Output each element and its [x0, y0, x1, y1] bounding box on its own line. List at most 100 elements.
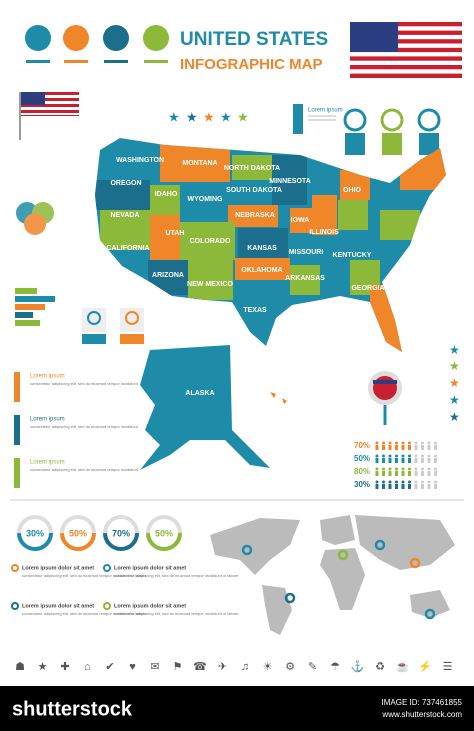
row-label: 50%	[354, 454, 370, 463]
person-head	[414, 480, 418, 484]
note-tab	[14, 372, 20, 402]
icon: ☎	[193, 661, 207, 673]
person-body	[434, 471, 437, 476]
note-title: Lorem ipsum dolor sit amet	[114, 603, 186, 609]
note-tab	[14, 458, 20, 488]
person-body	[427, 484, 431, 489]
note-text: consectetur adipiscing elit, sed do eius…	[22, 573, 147, 578]
person-head	[427, 480, 431, 484]
person-head	[388, 467, 392, 471]
person-body	[388, 484, 392, 489]
world-pins	[241, 539, 436, 620]
person-head	[382, 441, 385, 445]
icon: ✉	[150, 661, 159, 673]
person-body	[414, 471, 418, 476]
note-text: consectetur adipiscing elit, sed do eius…	[30, 467, 139, 472]
gauge-arc	[60, 515, 96, 551]
note-text: consectetur adipiscing elit, sed do eius…	[22, 611, 147, 616]
icon: ✎	[308, 661, 317, 673]
icon: ♻	[375, 661, 385, 673]
icon: ☀	[263, 661, 273, 673]
svg-text:★: ★	[220, 109, 232, 124]
note-dot	[11, 564, 19, 572]
icon: ✈	[218, 661, 227, 673]
state-label: OHIO	[343, 187, 361, 194]
svg-text:★: ★	[449, 343, 460, 357]
info-title: Lorem ipsum	[308, 108, 343, 114]
icon: ☗	[15, 661, 25, 673]
subtitle: INFOGRAPHIC MAP	[180, 56, 323, 73]
gauge-label: 70%	[112, 528, 130, 538]
gauge-label: 30%	[26, 528, 44, 538]
note-tab	[14, 415, 20, 445]
state-label: SOUTH DAKOTA	[226, 187, 282, 194]
person-head	[434, 454, 437, 458]
icon: ⚑	[173, 661, 183, 673]
note-dot	[103, 602, 111, 610]
map-pin	[368, 371, 402, 425]
person-head	[401, 441, 405, 445]
person-head	[421, 467, 424, 471]
note-dot	[103, 564, 111, 572]
state-label: NORTH DAKOTA	[224, 165, 280, 172]
svg-text:★: ★	[203, 109, 215, 124]
person-body	[421, 458, 424, 463]
svg-text:★: ★	[237, 109, 249, 124]
state-label: OKLAHOMA	[241, 267, 282, 274]
person-head	[414, 441, 418, 445]
state-label: IDAHO	[155, 191, 178, 198]
state-label: NEBRASKA	[235, 212, 275, 219]
person-body	[382, 445, 385, 450]
state-label: GEORGIA	[351, 285, 384, 292]
note-title: Lorem ipsum	[30, 417, 65, 423]
note-title: Lorem ipsum	[30, 460, 65, 466]
state-label: OREGON	[110, 180, 141, 187]
gauge-arc	[146, 515, 182, 551]
svg-text:★: ★	[449, 359, 460, 373]
icon: ⌂	[84, 661, 91, 673]
gauge-arc	[17, 515, 53, 551]
svg-text:★: ★	[186, 109, 198, 124]
person-body	[421, 484, 424, 489]
person-body	[382, 484, 385, 489]
svg-text:★: ★	[449, 410, 460, 424]
person-head	[427, 441, 431, 445]
person-body	[401, 471, 405, 476]
person-body	[408, 471, 411, 476]
footer-brand: shutterstock	[12, 698, 133, 720]
person-head	[421, 454, 424, 458]
person-body	[395, 484, 398, 489]
state-label: WASHINGTON	[116, 157, 164, 164]
state-label: TEXAS	[243, 307, 267, 314]
person-head	[408, 467, 411, 471]
person-head	[408, 480, 411, 484]
person-body	[382, 471, 385, 476]
note-text: consectetur adipiscing elit, sed do eius…	[114, 573, 239, 578]
icon: ★	[38, 661, 48, 673]
person-body	[421, 471, 424, 476]
person-head	[375, 467, 379, 471]
globes	[25, 25, 169, 63]
image-id: IMAGE ID: 737461855	[382, 698, 463, 707]
person-head	[408, 454, 411, 458]
state-label: KANSAS	[247, 245, 277, 252]
person-body	[388, 471, 392, 476]
icon: ☂	[330, 661, 340, 673]
note-dot	[11, 602, 19, 610]
row-label: 80%	[354, 467, 370, 476]
note-text: consectetur adipiscing elit, sed do eius…	[30, 381, 139, 386]
person-head	[388, 454, 392, 458]
person-body	[401, 484, 405, 489]
alaska: ALASKA	[140, 345, 287, 470]
person-head	[375, 441, 379, 445]
person-head	[408, 441, 411, 445]
person-head	[414, 467, 418, 471]
note-title: Lorem ipsum dolor sit amet	[22, 565, 94, 571]
gauge-label: 50%	[69, 528, 87, 538]
state-label: UTAH	[166, 230, 185, 237]
person-body	[408, 445, 411, 450]
state-label: IOWA	[291, 217, 310, 224]
person-head	[395, 454, 398, 458]
person-head	[401, 480, 405, 484]
